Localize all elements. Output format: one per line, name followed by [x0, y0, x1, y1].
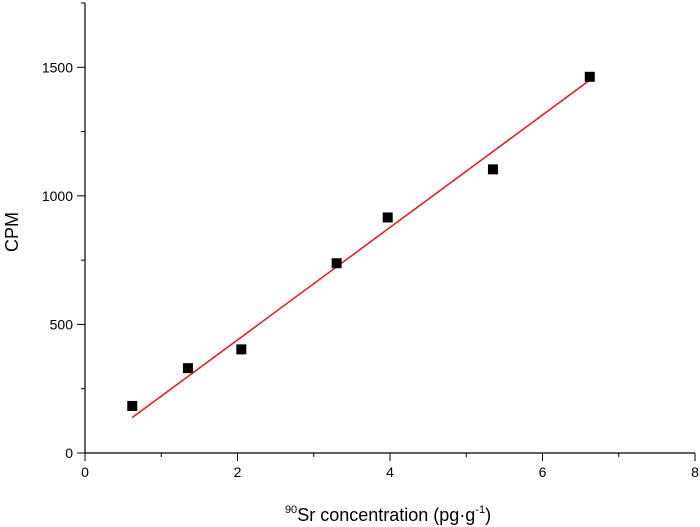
y-axis-title: CPM — [2, 212, 22, 252]
x-tick-label: 8 — [691, 464, 699, 480]
data-point — [331, 258, 342, 269]
y-tick-label: 500 — [50, 316, 74, 332]
x-axis-title-suffix: ) — [485, 505, 491, 525]
data-point-layer — [127, 71, 595, 411]
data-point — [382, 212, 393, 223]
x-axis-ticks: 0 2 4 6 8 — [81, 453, 699, 480]
y-tick-label: 0 — [65, 445, 73, 461]
x-axis-title-main: Sr concentration (pg·g — [297, 505, 475, 525]
data-point — [182, 363, 193, 374]
linear-fit-line — [131, 79, 591, 419]
data-point — [236, 344, 247, 355]
x-axis-title-isotope-mass: 90 — [285, 504, 297, 516]
y-tick-label: 1500 — [42, 59, 73, 75]
data-point — [487, 164, 498, 175]
x-axis-title: 90Sr concentration (pg·g-1) — [285, 504, 491, 525]
fit-line-layer — [131, 79, 591, 419]
data-point — [127, 400, 138, 411]
y-axis-ticks: 0 500 1000 1500 — [42, 2, 85, 461]
x-tick-label: 4 — [386, 464, 394, 480]
data-point — [584, 71, 595, 82]
x-tick-label: 0 — [81, 464, 89, 480]
x-tick-label: 6 — [539, 464, 547, 480]
x-axis-title-exponent: -1 — [475, 504, 485, 516]
y-tick-label: 1000 — [42, 188, 73, 204]
x-tick-label: 2 — [234, 464, 242, 480]
